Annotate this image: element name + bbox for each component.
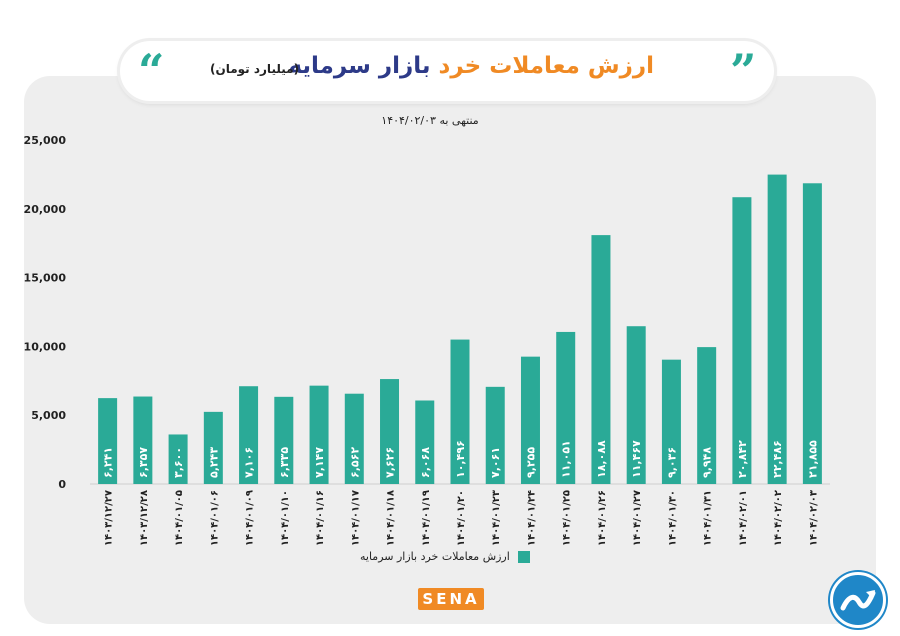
trend-arrow-icon xyxy=(830,572,886,628)
bar xyxy=(203,411,223,484)
legend-label: ارزش معاملات خرد بازار سرمایه xyxy=(360,550,510,563)
bar-value-label: ۷,۱۴۷ xyxy=(313,447,326,478)
bar xyxy=(274,396,294,484)
bar-value-label: ۹,۰۳۶ xyxy=(665,447,678,478)
bar-value-label: ۲۲,۴۸۶ xyxy=(771,440,784,478)
x-tick-label: ۱۴۰۴/۰۱/۱۶ xyxy=(315,490,326,546)
bar xyxy=(344,393,364,484)
bar xyxy=(98,398,118,484)
bar-value-label: ۱۱,۴۶۷ xyxy=(630,440,643,478)
x-tick-label: ۱۴۰۴/۰۱/۱۷ xyxy=(350,490,361,546)
chart-unit: (میلیارد تومان) xyxy=(210,62,300,76)
y-tick-label: 15,000 xyxy=(24,272,67,285)
bar-value-label: ۶,۳۵۷ xyxy=(137,447,150,478)
bar-value-label: ۷,۱۰۶ xyxy=(243,447,256,478)
x-tick-label: ۱۴۰۴/۰۱/۰۵ xyxy=(174,490,185,546)
bar xyxy=(380,379,400,484)
bar xyxy=(556,331,576,484)
chart-title-part1: ارزش معاملات خرد xyxy=(438,53,654,79)
x-tick-label: ۱۴۰۴/۰۱/۱۸ xyxy=(386,490,397,546)
bar-value-label: ۱۸,۰۸۸ xyxy=(595,440,608,478)
x-tick-label: ۱۴۰۴/۰۱/۲۰ xyxy=(456,490,467,546)
bar xyxy=(168,434,188,484)
y-tick-label: 5,000 xyxy=(31,409,66,422)
chart-subtitle: منتهی به ۱۴۰۴/۰۲/۰۳ xyxy=(381,114,479,127)
bar-value-label: ۱۰,۴۹۶ xyxy=(454,440,467,478)
bar xyxy=(309,385,329,484)
bar xyxy=(732,197,752,484)
bar-value-label: ۲۱,۸۵۵ xyxy=(806,440,819,478)
x-tick-label: ۱۴۰۴/۰۱/۲۴ xyxy=(526,490,537,546)
bar-value-label: ۲۰,۸۴۲ xyxy=(736,440,749,478)
chart-title-part2: بازار سرمایه xyxy=(288,53,431,79)
x-tick-label: ۱۴۰۴/۰۲/۰۳ xyxy=(808,490,819,546)
bar xyxy=(591,235,611,484)
bar xyxy=(520,356,540,484)
y-tick-label: 10,000 xyxy=(24,340,67,353)
x-tick-label: ۱۴۰۴/۰۱/۳۰ xyxy=(667,490,678,546)
x-tick-label: ۱۴۰۴/۰۱/۲۵ xyxy=(562,490,573,546)
x-tick-label: ۱۴۰۴/۰۱/۰۹ xyxy=(245,490,256,546)
bar xyxy=(626,326,646,484)
x-tick-label: ۱۴۰۴/۰۱/۰۶ xyxy=(209,490,220,546)
bar xyxy=(697,347,717,484)
bar xyxy=(133,396,153,484)
sena-logo: SENA xyxy=(418,588,484,610)
bar-value-label: ۱۱,۰۵۱ xyxy=(560,440,573,478)
x-tick-label: ۱۴۰۴/۰۱/۲۳ xyxy=(491,490,502,546)
x-tick-label: ۱۴۰۴/۰۱/۲۶ xyxy=(597,490,608,546)
y-tick-label: 20,000 xyxy=(24,203,67,216)
bar xyxy=(485,386,505,484)
bar xyxy=(450,339,470,484)
bar-value-label: ۹,۲۵۵ xyxy=(524,447,537,478)
x-tick-label: ۱۴۰۳/۱۲/۲۸ xyxy=(139,490,150,546)
bar-value-label: ۵,۲۴۳ xyxy=(207,447,220,478)
x-tick-label: ۱۴۰۴/۰۱/۳۱ xyxy=(703,490,714,546)
bar xyxy=(239,386,259,484)
x-tick-label: ۱۴۰۴/۰۲/۰۱ xyxy=(738,490,749,546)
bar-value-label: ۶,۵۶۲ xyxy=(348,447,361,478)
chart-title: ارزش معاملات خرد بازار سرمایه xyxy=(288,53,654,79)
x-tick-label: ۱۴۰۴/۰۱/۱۹ xyxy=(421,490,432,546)
legend-swatch xyxy=(517,550,530,563)
title-card xyxy=(120,41,774,101)
x-tick-label: ۱۴۰۴/۰۱/۱۰ xyxy=(280,490,291,546)
bar-value-label: ۷,۶۲۶ xyxy=(384,447,397,478)
quote-right-icon: ” xyxy=(730,44,757,98)
legend: ارزش معاملات خرد بازار سرمایه xyxy=(360,550,530,563)
bar-value-label: ۷,۰۶۱ xyxy=(489,447,502,478)
quote-left-icon: “ xyxy=(138,44,165,98)
x-tick-label: ۱۴۰۴/۰۱/۲۷ xyxy=(632,490,643,546)
bar-value-label: ۹,۹۴۸ xyxy=(701,447,714,478)
bar xyxy=(802,183,822,484)
x-tick-label: ۱۴۰۳/۱۲/۲۷ xyxy=(104,490,115,546)
x-tick-label: ۱۴۰۴/۰۲/۰۲ xyxy=(773,490,784,546)
y-tick-label: 0 xyxy=(58,478,66,491)
bar-value-label: ۶,۰۶۸ xyxy=(419,447,432,478)
bar-value-label: ۶,۲۴۱ xyxy=(102,447,115,478)
bar xyxy=(415,400,435,484)
bar-value-label: ۶,۳۳۵ xyxy=(278,447,291,478)
bar xyxy=(767,174,787,484)
bar-value-label: ۳,۶۰۰ xyxy=(172,447,185,478)
y-tick-label: 25,000 xyxy=(24,134,67,147)
bar xyxy=(661,359,681,484)
